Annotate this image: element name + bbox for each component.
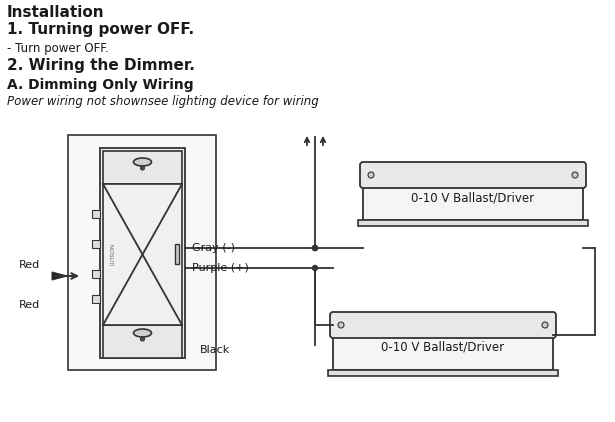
FancyBboxPatch shape	[330, 312, 556, 338]
Ellipse shape	[368, 172, 374, 178]
Ellipse shape	[140, 166, 145, 170]
Text: Red: Red	[18, 300, 40, 310]
Text: 2. Wiring the Dimmer.: 2. Wiring the Dimmer.	[7, 58, 195, 73]
FancyBboxPatch shape	[360, 162, 586, 188]
Text: Black: Black	[200, 345, 230, 355]
Ellipse shape	[542, 322, 548, 328]
Text: Gray (-): Gray (-)	[192, 243, 235, 253]
Bar	[328, 370, 558, 376]
Text: 1. Turning power OFF.: 1. Turning power OFF.	[7, 22, 194, 37]
Text: Installation: Installation	[7, 5, 105, 20]
Text: 0-10 V Ballast/Driver: 0-10 V Ballast/Driver	[411, 191, 534, 204]
Bar	[175, 244, 179, 264]
Bar	[358, 220, 588, 226]
Text: A. Dimming Only Wiring: A. Dimming Only Wiring	[7, 78, 194, 92]
Ellipse shape	[312, 246, 317, 251]
Text: Purple (+): Purple (+)	[192, 263, 249, 273]
Ellipse shape	[312, 265, 317, 271]
Ellipse shape	[133, 158, 151, 166]
Ellipse shape	[338, 322, 344, 328]
Bar	[103, 184, 182, 325]
Text: 0-10 V Ballast/Driver: 0-10 V Ballast/Driver	[381, 341, 504, 354]
Bar	[92, 295, 100, 303]
Bar	[92, 240, 100, 248]
Bar	[92, 210, 100, 218]
Bar	[92, 270, 100, 278]
Text: - Turn power OFF.: - Turn power OFF.	[7, 42, 109, 55]
Bar	[103, 325, 182, 358]
Bar	[100, 148, 185, 358]
Ellipse shape	[140, 337, 145, 341]
Ellipse shape	[133, 329, 151, 337]
Text: LUTRON: LUTRON	[111, 243, 116, 265]
FancyBboxPatch shape	[333, 327, 553, 370]
Ellipse shape	[572, 172, 578, 178]
Bar	[103, 151, 182, 184]
Text: Power wiring not shownsee lighting device for wiring: Power wiring not shownsee lighting devic…	[7, 95, 319, 108]
FancyBboxPatch shape	[363, 177, 583, 220]
Bar	[68, 135, 216, 370]
Text: Red: Red	[18, 260, 40, 270]
Polygon shape	[52, 272, 67, 280]
Ellipse shape	[312, 246, 317, 251]
